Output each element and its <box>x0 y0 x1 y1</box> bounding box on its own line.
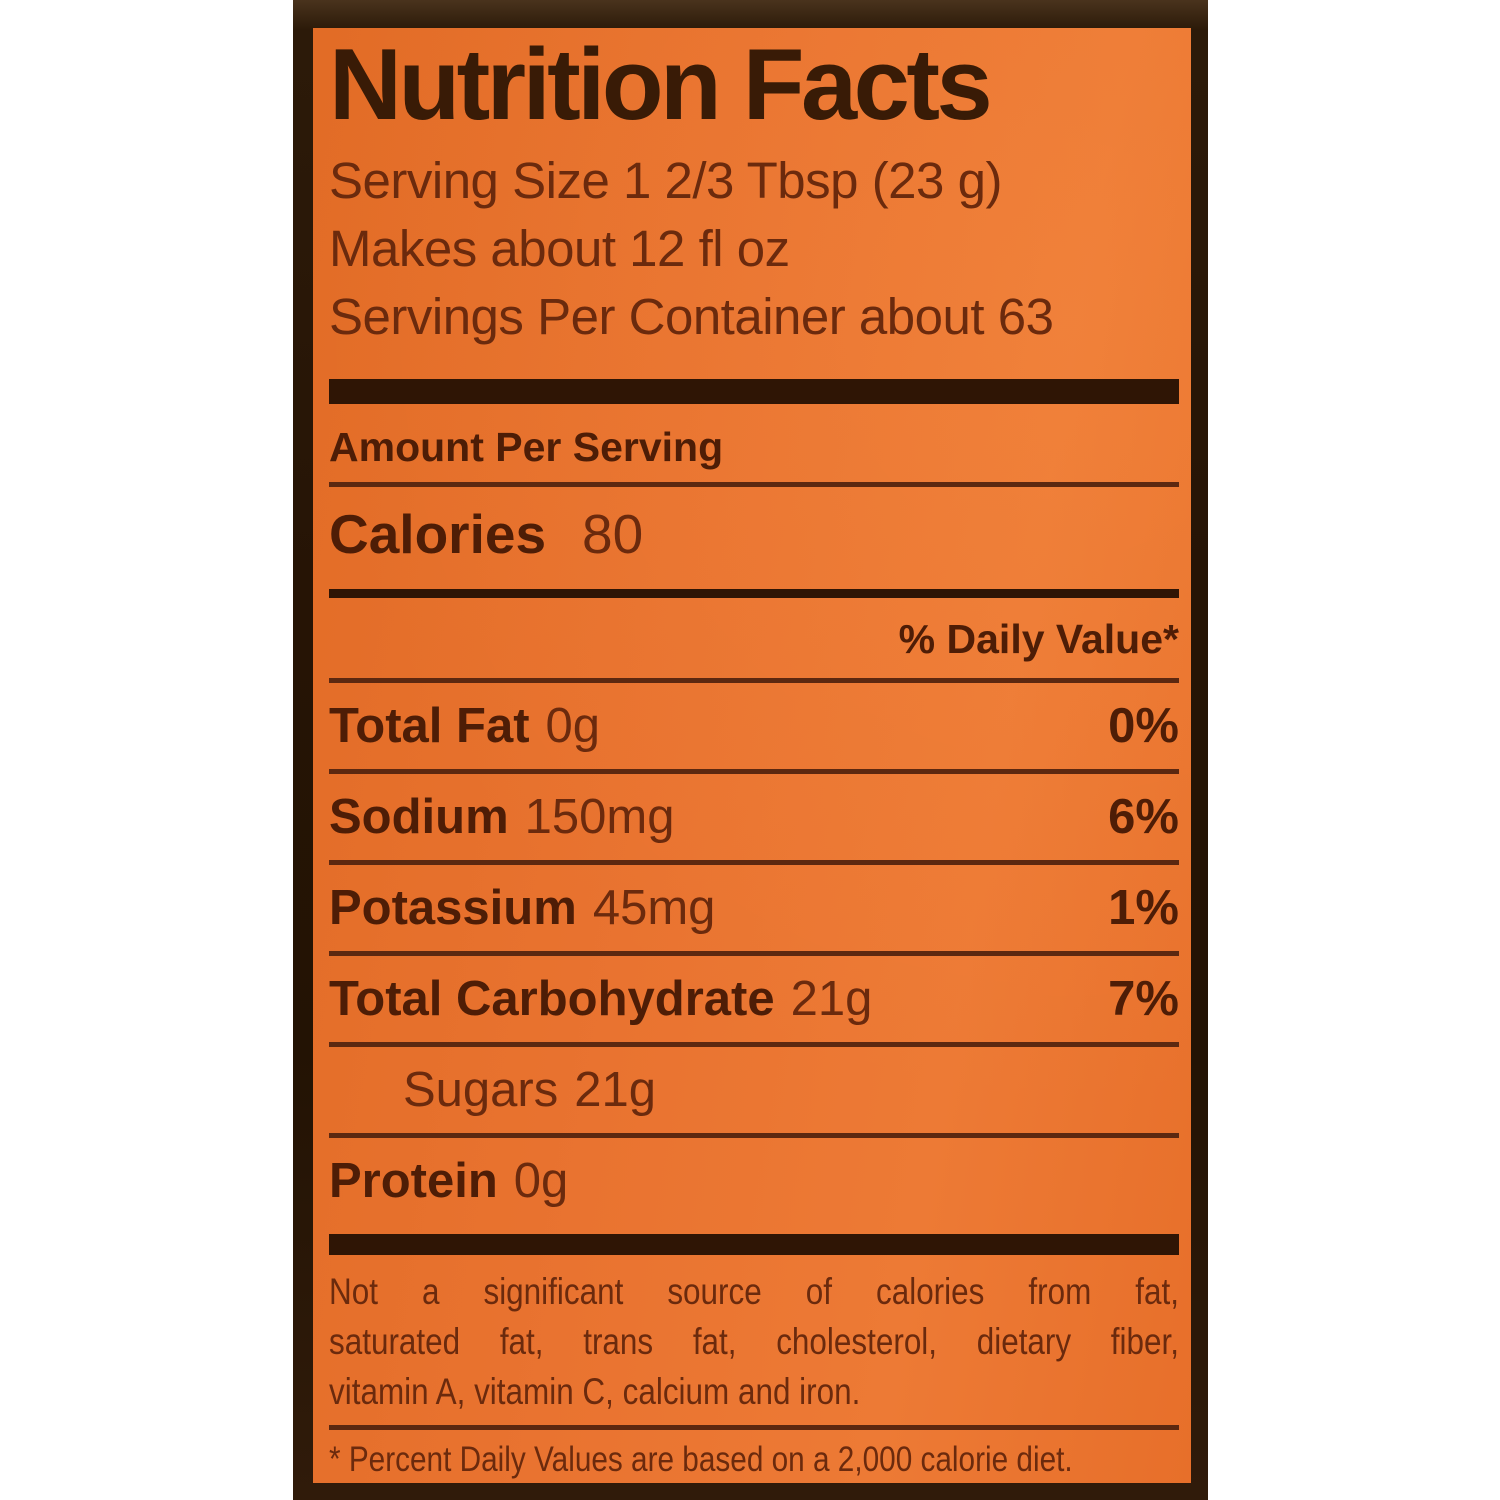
nutrient-amount: 0g <box>545 699 601 754</box>
nutrient-name-amount: Protein 0g <box>329 1153 568 1209</box>
nutrient-name-amount: Total Carbohydrate 21g <box>329 971 872 1027</box>
nutrient-name-amount: Potassium 45mg <box>329 880 715 936</box>
calories-label: Calories <box>329 503 547 566</box>
nutrient-row-sugars: Sugars 21g <box>329 1047 1179 1133</box>
divider-medium <box>329 589 1179 599</box>
nutrient-label: Total Carbohydrate <box>329 972 775 1027</box>
nutrient-row-sodium: Sodium 150mg 6% <box>329 774 1179 860</box>
nutrient-label: Sodium <box>329 790 509 845</box>
servings-per-container-text: Servings Per Container about 63 <box>329 288 1054 346</box>
nutrient-daily-value: 1% <box>1108 881 1179 936</box>
nutrient-label: Sugars <box>403 1063 559 1118</box>
nutrient-row-total-carbohydrate: Total Carbohydrate 21g 7% <box>329 956 1179 1042</box>
divider-thick-bottom <box>329 1234 1179 1256</box>
nutrient-row-total-fat: Total Fat 0g 0% <box>329 683 1179 769</box>
divider-thin <box>329 951 1179 957</box>
divider-thick-top <box>329 379 1179 405</box>
nutrient-amount: 0g <box>513 1154 569 1209</box>
nutrient-label: Protein <box>329 1154 498 1209</box>
nutrient-name-amount: Total Fat 0g <box>329 698 600 754</box>
divider-thin <box>329 1042 1179 1048</box>
divider-thin <box>329 769 1179 775</box>
disclaimer-paragraph: Not a significant source of calories fro… <box>329 1267 1179 1417</box>
serving-size-text: Serving Size 1 2/3 Tbsp (23 g) <box>329 152 1002 210</box>
disclaimer-line: saturated fat, trans fat, cholesterol, d… <box>329 1321 1179 1363</box>
divider-thin <box>329 482 1179 488</box>
calories-value: 80 <box>582 503 644 566</box>
nutrient-label: Potassium <box>329 881 577 936</box>
makes-about-text: Makes about 12 fl oz <box>329 220 790 278</box>
divider-thin <box>329 1133 1179 1139</box>
disclaimer-line: vitamin A, vitamin C, calcium and iron. <box>329 1371 861 1413</box>
nutrient-label: Total Fat <box>329 699 530 754</box>
nutrient-row-potassium: Potassium 45mg 1% <box>329 865 1179 951</box>
nutrient-amount: 21g <box>574 1063 657 1118</box>
nutrient-amount: 21g <box>790 972 873 1027</box>
nutrient-daily-value: 7% <box>1108 972 1179 1027</box>
nutrient-name-amount: Sodium 150mg <box>329 789 675 845</box>
divider-thin <box>329 678 1179 684</box>
nutrition-facts-title: Nutrition Facts <box>329 29 993 141</box>
divider-thin <box>329 1425 1179 1431</box>
nutrient-name-amount: Sugars 21g <box>329 1062 656 1118</box>
calories-row: Calories 80 <box>329 503 1179 565</box>
divider-thin <box>329 860 1179 866</box>
daily-value-header: % Daily Value* <box>898 616 1179 663</box>
nutrient-row-protein: Protein 0g <box>329 1138 1179 1224</box>
nutrient-daily-value: 0% <box>1108 699 1179 754</box>
amount-per-serving-heading: Amount Per Serving <box>329 424 724 471</box>
disclaimer-line: Not a significant source of calories fro… <box>329 1271 1179 1313</box>
nutrient-daily-value: 6% <box>1108 790 1179 845</box>
serving-info-block: Serving Size 1 2/3 Tbsp (23 g) Makes abo… <box>329 147 1179 351</box>
nutrient-amount: 45mg <box>592 881 716 936</box>
percent-daily-values-footnote: * Percent Daily Values are based on a 2,… <box>329 1440 1073 1480</box>
label-photo-background: Nutrition Facts Serving Size 1 2/3 Tbsp … <box>293 0 1208 1500</box>
nutrient-amount: 150mg <box>524 790 675 845</box>
nutrition-facts-panel: Nutrition Facts Serving Size 1 2/3 Tbsp … <box>313 28 1191 1483</box>
